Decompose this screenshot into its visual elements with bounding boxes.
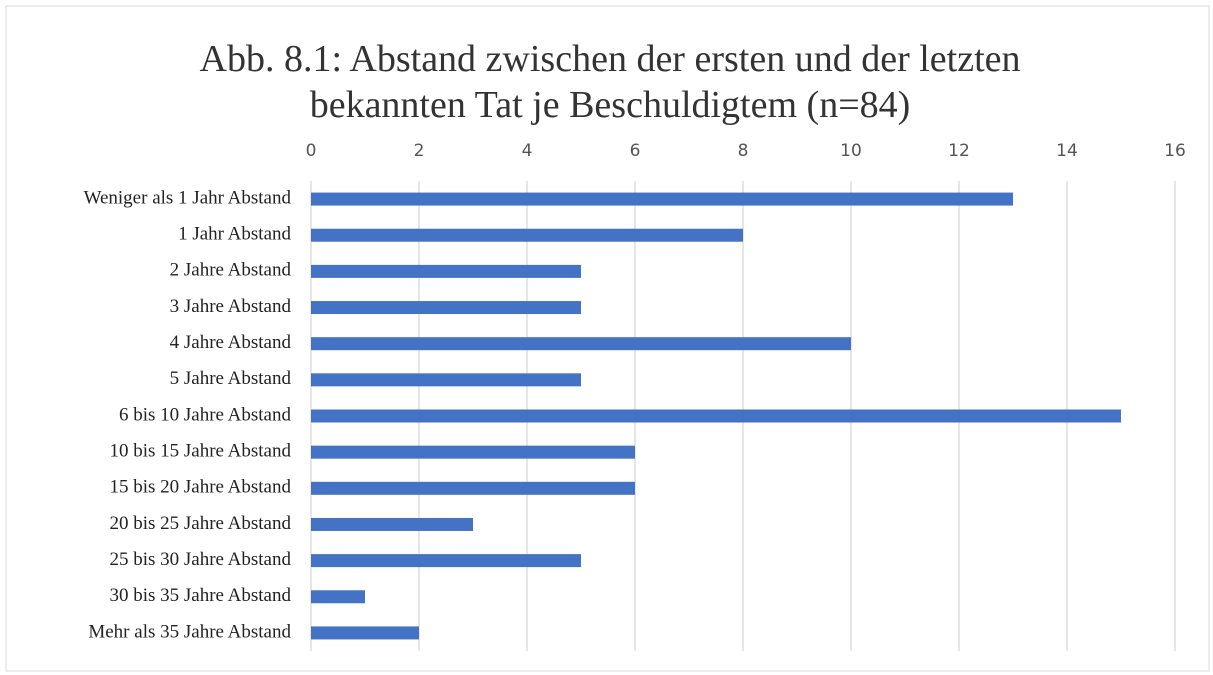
y-tick-label: Weniger als 1 Jahr Abstand [84, 187, 292, 208]
y-tick-label: 15 bis 20 Jahre Abstand [109, 477, 291, 498]
y-tick-label: 25 bis 30 Jahre Abstand [109, 549, 291, 570]
bar [311, 590, 365, 604]
bar [311, 192, 1013, 206]
y-tick-label: 5 Jahre Abstand [170, 368, 292, 389]
x-tick-label: 14 [1056, 141, 1078, 161]
bar [311, 554, 581, 568]
y-tick-label: 6 bis 10 Jahre Abstand [119, 404, 292, 425]
x-tick-label: 16 [1164, 141, 1186, 161]
x-tick-label: 2 [414, 141, 425, 161]
bar [311, 373, 581, 387]
bar [311, 337, 851, 351]
x-tick-label: 8 [738, 141, 749, 161]
bar [311, 517, 473, 531]
bar [311, 445, 635, 459]
chart-title: Abb. 8.1: Abstand zwischen der ersten un… [199, 38, 1021, 126]
bar [311, 409, 1121, 423]
x-tick-label: 0 [306, 141, 317, 161]
bar [311, 301, 581, 315]
bar [311, 626, 419, 640]
y-tick-label: 30 bis 35 Jahre Abstand [109, 585, 291, 606]
bar [311, 481, 635, 495]
y-tick-label: 3 Jahre Abstand [170, 296, 292, 317]
bar [311, 264, 581, 278]
y-tick-label: 10 bis 15 Jahre Abstand [109, 441, 291, 462]
y-tick-label: 2 Jahre Abstand [170, 260, 292, 281]
chart-frame [5, 5, 1210, 672]
x-tick-label: 4 [522, 141, 533, 161]
bar [311, 228, 743, 242]
y-tick-label: Mehr als 35 Jahre Abstand [88, 621, 291, 642]
x-tick-label: 12 [948, 141, 970, 161]
y-tick-label: 20 bis 25 Jahre Abstand [109, 513, 291, 534]
x-tick-label: 10 [840, 141, 862, 161]
y-tick-label: 1 Jahr Abstand [178, 224, 291, 245]
x-tick-label: 6 [630, 141, 641, 161]
y-tick-label: 4 Jahre Abstand [170, 332, 292, 353]
